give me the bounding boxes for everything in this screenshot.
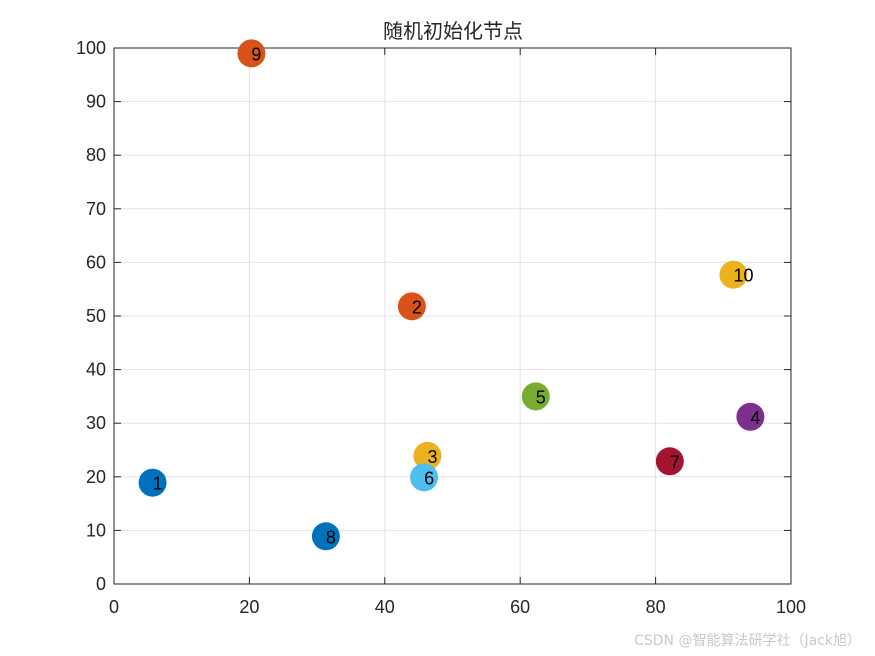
data-point-9: 9 <box>237 39 266 68</box>
point-marker <box>736 402 765 431</box>
y-tick-label: 40 <box>86 360 106 380</box>
data-point-6: 6 <box>410 463 439 492</box>
point-marker <box>397 292 426 321</box>
y-tick-label: 0 <box>96 574 106 594</box>
point-marker <box>655 447 684 476</box>
data-points: 1 2 3 4 5 6 7 8 9 10 <box>138 39 765 551</box>
point-label: 9 <box>251 44 261 64</box>
data-point-2: 2 <box>397 292 426 321</box>
y-tick-label: 90 <box>86 92 106 112</box>
y-tick-label: 20 <box>86 467 106 487</box>
point-label: 3 <box>427 447 437 467</box>
x-tick-label: 80 <box>646 597 666 617</box>
grid-lines <box>114 48 791 584</box>
x-tick-label: 40 <box>375 597 395 617</box>
x-tick-label: 20 <box>239 597 259 617</box>
y-axis-ticks: 0 10 20 30 40 50 60 70 80 90 100 <box>76 38 791 594</box>
data-point-5: 5 <box>521 382 550 411</box>
data-point-8: 8 <box>311 522 340 551</box>
point-label: 8 <box>326 527 336 547</box>
point-label: 7 <box>670 452 680 472</box>
data-point-4: 4 <box>736 402 765 431</box>
data-point-7: 7 <box>655 447 684 476</box>
y-tick-label: 100 <box>76 38 106 58</box>
y-tick-label: 10 <box>86 520 106 540</box>
point-label: 1 <box>153 474 163 494</box>
x-axis-ticks: 0 20 40 60 80 100 <box>109 48 806 617</box>
point-label: 2 <box>412 297 422 317</box>
data-point-10: 10 <box>719 260 753 289</box>
point-marker <box>719 260 748 289</box>
point-label: 4 <box>750 408 760 428</box>
x-tick-label: 100 <box>776 597 806 617</box>
point-marker <box>410 463 439 492</box>
data-point-1: 1 <box>138 468 167 497</box>
point-marker <box>521 382 550 411</box>
watermark: CSDN @智能算法研学社（Jack旭） <box>634 633 861 649</box>
point-label: 5 <box>536 387 546 407</box>
y-tick-label: 30 <box>86 413 106 433</box>
chart-title: 随机初始化节点 <box>383 19 523 43</box>
y-tick-label: 50 <box>86 306 106 326</box>
data-point-3: 3 <box>413 441 442 470</box>
point-label: 10 <box>733 266 753 286</box>
point-marker <box>311 522 340 551</box>
point-marker <box>138 468 167 497</box>
x-tick-label: 60 <box>510 597 530 617</box>
point-label: 6 <box>424 468 434 488</box>
y-tick-label: 60 <box>86 252 106 272</box>
y-tick-label: 80 <box>86 145 106 165</box>
y-tick-label: 70 <box>86 199 106 219</box>
point-marker <box>237 39 266 68</box>
point-marker <box>413 441 442 470</box>
x-tick-label: 0 <box>109 597 119 617</box>
